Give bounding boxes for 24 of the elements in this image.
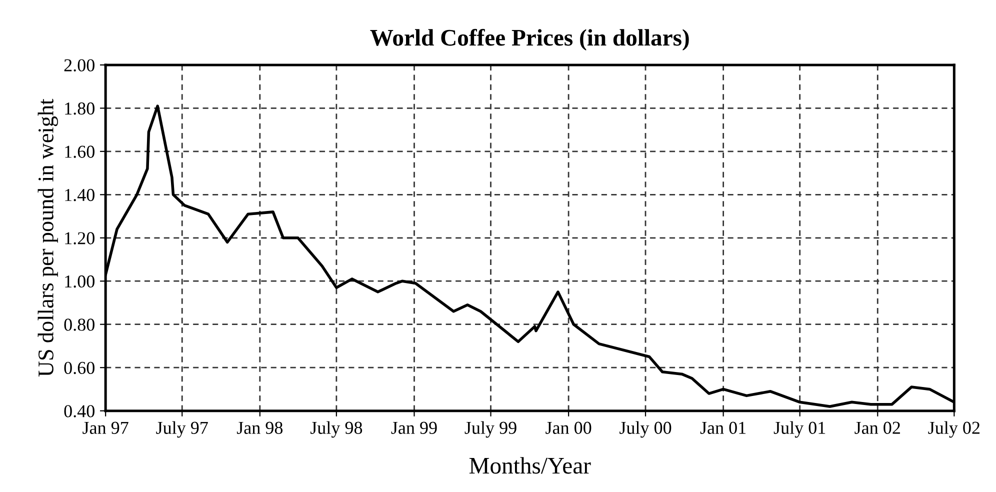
y-tick-label: 2.00 [64,59,94,72]
y-tick-label: 1.20 [65,232,94,244]
y-tick-label: 0.40 [64,405,94,418]
x-tick-label: July 99 [464,421,516,438]
y-tick-label: 0.60 [64,362,94,374]
x-tick-label: Jan 02 [854,422,900,434]
x-tick-label: Jan 01 [700,422,746,434]
x-tick-label: July 00 [620,421,672,438]
x-tick-label: Jan 97 [82,422,128,434]
y-tick-label: 0.80 [64,318,94,331]
x-tick-label: Jan 00 [546,422,592,434]
y-tick-label: 1.80 [65,102,94,115]
y-axis-title: US dollars per pound in weight [38,98,58,377]
x-tick-label: Jan 99 [391,422,437,434]
x-tick-label: July 98 [310,421,362,438]
x-tick-label: July 02 [928,421,980,438]
y-tick-label: 1.40 [65,188,94,202]
x-tick-label: Jan 98 [236,422,283,434]
chart-title: World Coffee Prices (in dollars) [370,28,689,51]
x-tick-label: July 01 [774,421,826,438]
y-tick-label: 1.00 [65,275,94,288]
y-tick-label: 1.60 [65,146,94,158]
x-tick-label: July 97 [156,421,208,438]
x-axis-title: Months/Year [469,457,591,474]
